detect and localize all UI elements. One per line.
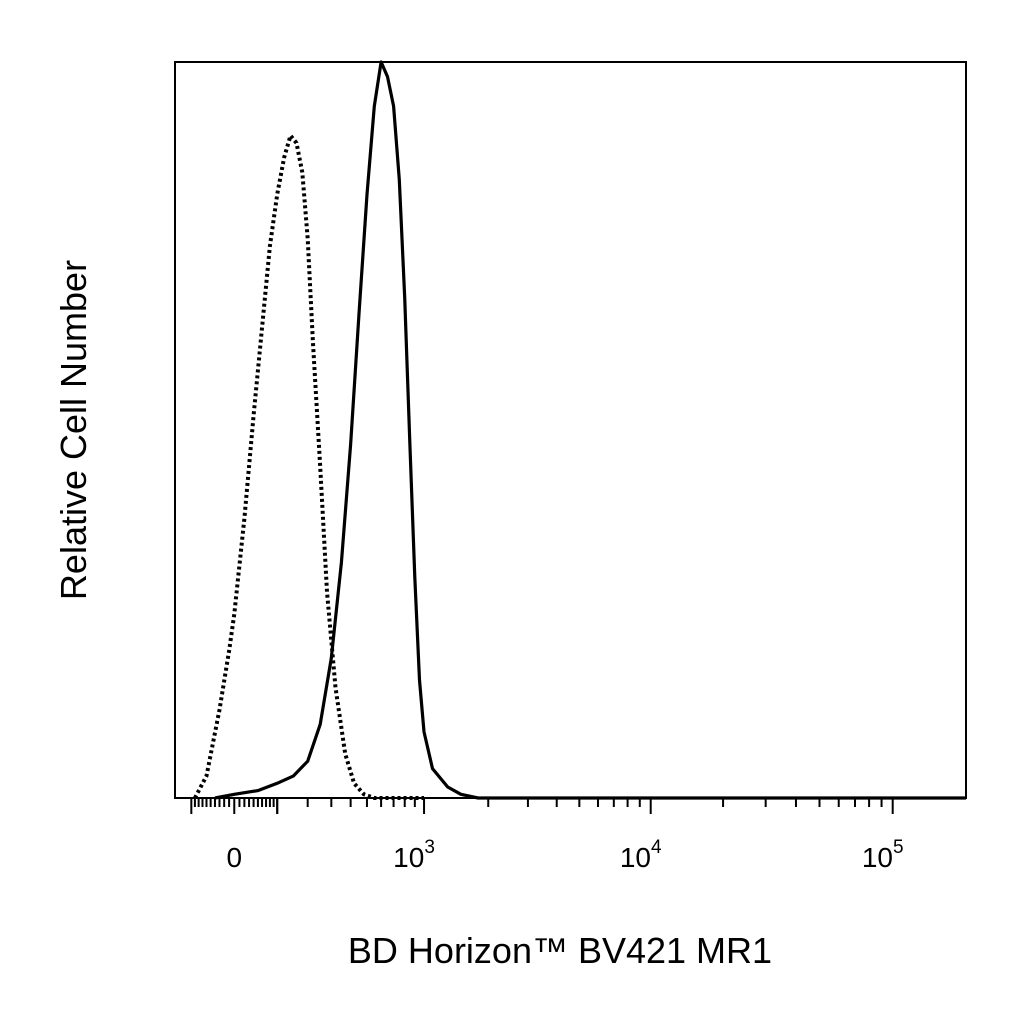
- plot-frame: [174, 61, 967, 799]
- x-tick-label: 104: [620, 837, 662, 873]
- x-tick-label: 105: [862, 837, 904, 873]
- x-tick-label: 103: [393, 837, 435, 873]
- stained-sample-curve: [214, 60, 966, 800]
- x-axis-ticks: [190, 798, 894, 814]
- x-axis-title: BD Horizon™ BV421 MR1: [348, 930, 772, 971]
- x-tick-label: 0: [226, 842, 242, 873]
- y-axis-title: Relative Cell Number: [53, 260, 94, 600]
- isotype-control-curve: [193, 133, 424, 800]
- x-axis-tick-labels: 0 103 104 105: [226, 837, 903, 873]
- histogram-series: [193, 60, 966, 800]
